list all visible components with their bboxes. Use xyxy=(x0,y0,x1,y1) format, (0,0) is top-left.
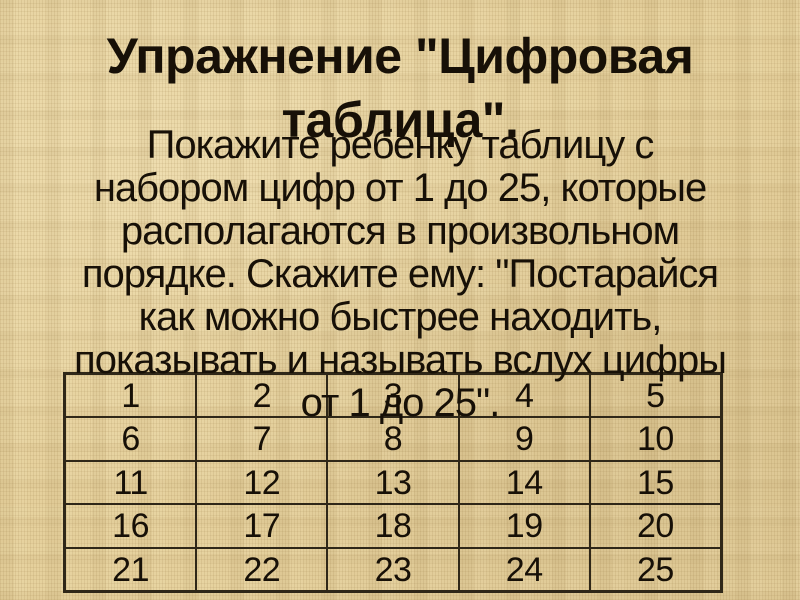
table-cell-20: 20 xyxy=(589,504,721,548)
table-cell-2: 2 xyxy=(196,374,328,418)
body-line-6: показывать и называть вслух цифры xyxy=(74,338,727,382)
body-line-1: Покажите ребенку таблицу с xyxy=(146,123,655,167)
table-cell-22: 22 xyxy=(196,547,328,591)
table-cell-11: 11 xyxy=(65,460,197,505)
body-line-7: от 1 до 25". xyxy=(300,381,501,425)
table-cell-17: 17 xyxy=(196,504,328,548)
slide-title: Упражнение "Цифровая таблица". xyxy=(0,24,800,152)
table-cell-24: 24 xyxy=(458,547,590,591)
table-cell-8: 8 xyxy=(327,417,459,461)
table-cell-16: 16 xyxy=(65,504,197,548)
table-cell-6: 6 xyxy=(65,417,197,461)
table-cell-4: 4 xyxy=(458,374,590,418)
table-cell-5: 5 xyxy=(589,374,721,418)
title-line-1: Упражнение "Цифровая xyxy=(106,28,694,84)
table-cell-7: 7 xyxy=(196,417,328,461)
body-text: Покажите ребенку таблицу с набором цифр … xyxy=(0,124,800,425)
table-cell-12: 12 xyxy=(196,460,328,505)
table-cell-19: 19 xyxy=(458,504,590,548)
body-line-4: порядке. Скажите ему: "Постарайся xyxy=(81,252,719,296)
table-cell-23: 23 xyxy=(327,547,459,591)
body-line-3: располагаются в произвольном xyxy=(120,209,680,253)
table-cell-15: 15 xyxy=(589,460,721,505)
table-cell-25: 25 xyxy=(589,547,721,591)
number-table: 1 2 3 4 5 6 7 8 9 10 11 12 13 14 15 16 17 18 19 20 21 22 23 24 2… xyxy=(63,372,723,593)
table-cell-21: 21 xyxy=(65,547,197,591)
table-cell-1: 1 xyxy=(65,374,197,418)
table-cell-18: 18 xyxy=(327,504,459,548)
table-cell-10: 10 xyxy=(589,417,721,461)
body-line-5: как можно быстрее находить, xyxy=(138,295,663,339)
table-cell-14: 14 xyxy=(458,460,590,505)
title-line-2: таблица". xyxy=(281,92,519,148)
table-cell-13: 13 xyxy=(327,460,459,505)
table-cell-3: 3 xyxy=(327,374,459,418)
table-cell-9: 9 xyxy=(458,417,590,461)
body-line-2: набором цифр от 1 до 25, которые xyxy=(93,166,707,210)
